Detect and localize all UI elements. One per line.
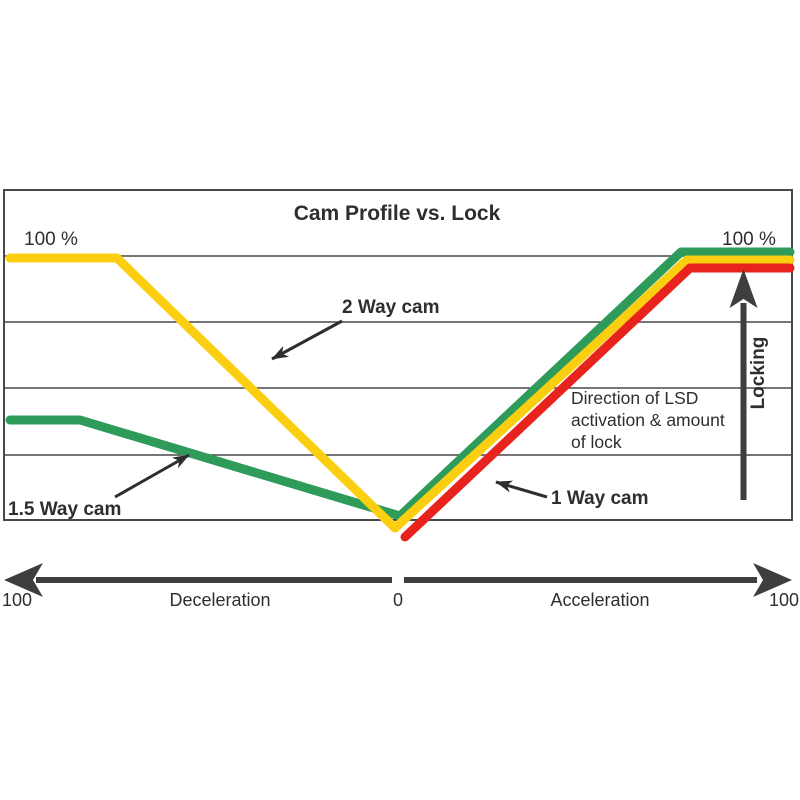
chart-title: Cam Profile vs. Lock xyxy=(294,202,501,225)
one-way-cam-pointer-arrow xyxy=(495,480,548,499)
x-axis-deceleration-label: Deceleration xyxy=(169,590,270,610)
plot-frame xyxy=(3,189,793,521)
x-axis-acceleration-label: Acceleration xyxy=(550,590,649,610)
direction-annotation-line3: of lock xyxy=(571,432,622,452)
x-axis-left-arrowhead-icon xyxy=(4,563,43,597)
x-axis: 100 Deceleration 0 Acceleration 100 xyxy=(2,563,799,610)
direction-annotation: Direction of LSD activation & amount of … xyxy=(571,388,725,452)
one-way-cam-label: 1 Way cam xyxy=(551,488,649,509)
locking-direction-arrow xyxy=(729,269,758,500)
two-way-cam-pointer-arrow xyxy=(271,319,343,361)
pct-label-right: 100 % xyxy=(722,229,776,250)
x-axis-right-arrowhead-icon xyxy=(753,563,792,597)
gridlines xyxy=(4,255,792,456)
x-axis-tick-right-100: 100 xyxy=(769,590,799,610)
direction-annotation-line2: activation & amount xyxy=(571,410,725,430)
x-axis-tick-zero: 0 xyxy=(393,590,403,610)
direction-annotation-line1: Direction of LSD xyxy=(571,388,698,408)
pct-label-left: 100 % xyxy=(24,229,78,250)
x-axis-tick-left-100: 100 xyxy=(2,590,32,610)
one-five-way-cam-pointer-arrow xyxy=(114,453,190,499)
locking-axis-label: Locking xyxy=(748,337,769,410)
locking-arrowhead-icon xyxy=(729,269,758,308)
series-line-2-way-cam xyxy=(5,253,795,533)
series-line-1-5-way-cam xyxy=(5,247,795,521)
series-line-1-way-cam xyxy=(400,263,795,542)
two-way-cam-label: 2 Way cam xyxy=(342,297,440,318)
one-five-way-cam-label: 1.5 Way cam xyxy=(8,499,121,520)
